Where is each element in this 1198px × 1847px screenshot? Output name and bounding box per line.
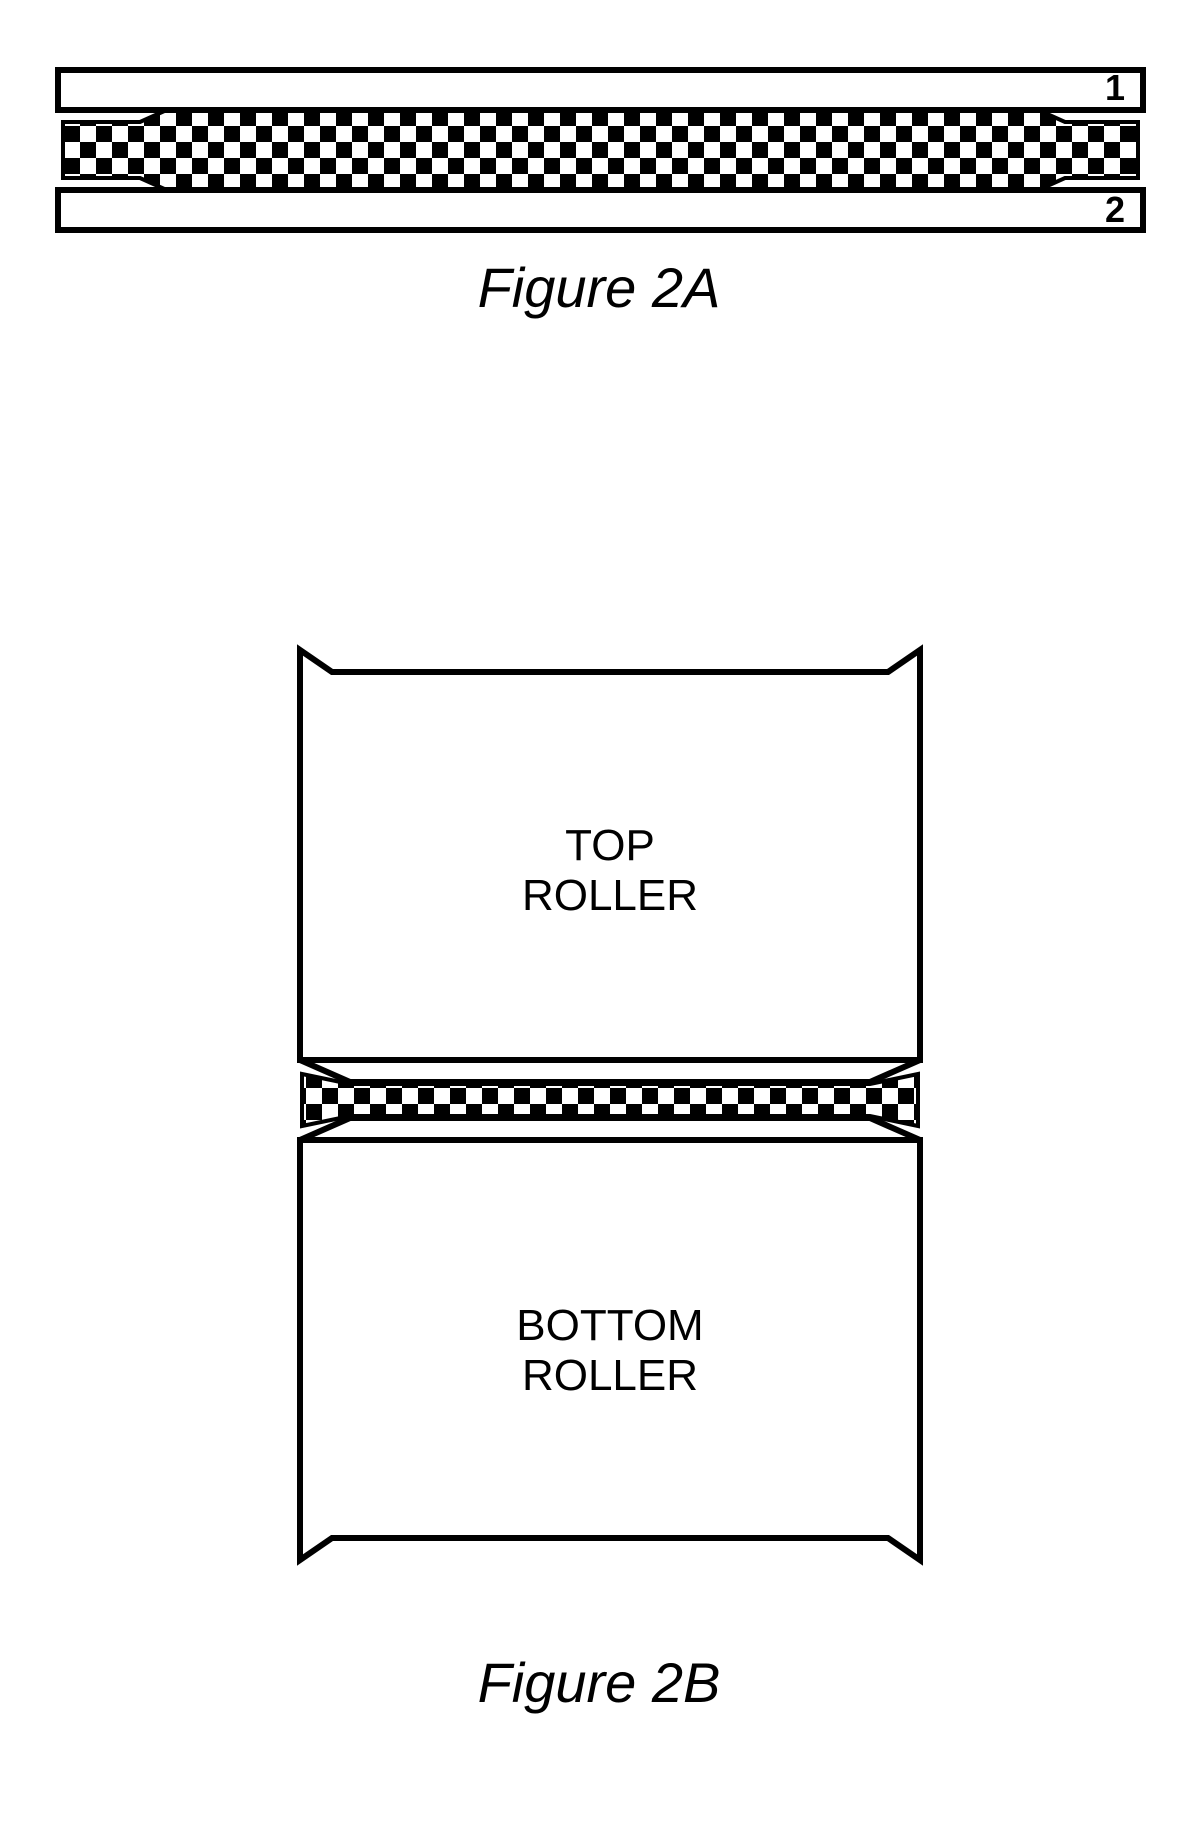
- fig2b-bottom-roller-label-1: BOTTOM: [516, 1301, 703, 1350]
- figure-2b-diagram: TOP ROLLER BOTTOM ROLLER: [290, 640, 930, 1580]
- fig2b-top-roller-label-2: ROLLER: [522, 871, 698, 920]
- fig2b-top-flange: [300, 1060, 920, 1082]
- fig2b-top-roller-label-1: TOP: [565, 821, 655, 870]
- fig2b-bottom-roller-label-2: ROLLER: [522, 1351, 698, 1400]
- fig2a-checker-layer: [63, 104, 1138, 196]
- fig2b-bottom-roller: [300, 1140, 920, 1560]
- figure-2a-svg: 1 2: [0, 30, 1198, 250]
- fig2a-top-plate: [58, 70, 1143, 110]
- fig2a-label-2: 2: [1105, 189, 1125, 230]
- fig2b-bottom-flange: [300, 1118, 920, 1140]
- fig2a-label-1: 1: [1105, 67, 1125, 108]
- figure-2a-diagram: 1 2: [0, 30, 1198, 250]
- figure-2a-caption: Figure 2A: [0, 255, 1198, 320]
- figure-2b-caption: Figure 2B: [0, 1650, 1198, 1715]
- fig2a-bottom-plate: [58, 190, 1143, 230]
- figure-2b-svg: TOP ROLLER BOTTOM ROLLER: [290, 640, 930, 1580]
